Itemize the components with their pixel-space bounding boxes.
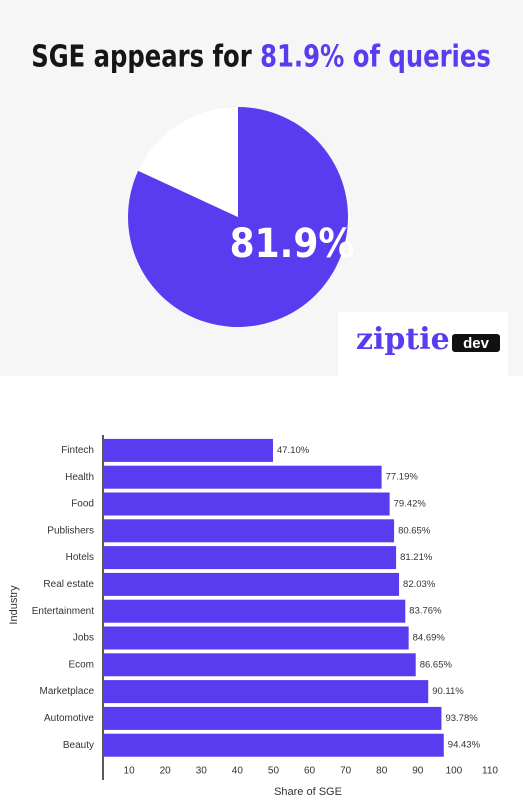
y-tick-label: Real estate [43, 579, 94, 590]
x-axis-label: Share of SGE [274, 786, 342, 798]
bar [103, 599, 406, 623]
bar [103, 492, 390, 516]
title-text: SGE appears for [31, 39, 252, 74]
value-label: 83.76% [409, 606, 442, 617]
value-label: 93.78% [445, 713, 478, 724]
y-axis-label: Industry [8, 585, 20, 625]
y-tick-label: Fintech [61, 445, 94, 456]
x-tick-label: 40 [232, 766, 244, 777]
y-tick-label: Ecom [68, 659, 94, 670]
x-tick-label: 90 [412, 766, 424, 777]
y-tick-label: Automotive [44, 713, 94, 724]
x-tick-label: 50 [268, 766, 280, 777]
value-label: 94.43% [448, 740, 481, 751]
y-tick-label: Publishers [47, 525, 94, 536]
bar [103, 438, 273, 462]
y-tick-label: Beauty [63, 740, 94, 751]
y-tick-label: Jobs [73, 633, 94, 644]
y-tick-label: Marketplace [40, 686, 95, 697]
bar [103, 680, 429, 704]
x-tick-label: 60 [304, 766, 316, 777]
value-label: 84.69% [413, 633, 446, 644]
bar [103, 653, 416, 677]
x-tick-label: 100 [446, 766, 463, 777]
value-label: 47.10% [277, 445, 310, 456]
x-tick-label: 70 [340, 766, 352, 777]
pie-slice [128, 107, 349, 328]
bar [103, 546, 397, 570]
value-label: 77.19% [386, 472, 419, 483]
bar [103, 706, 442, 730]
value-label: 79.42% [394, 499, 427, 510]
slice-label: 81.9% [230, 221, 355, 267]
bar [103, 572, 400, 596]
x-tick-label: 80 [376, 766, 388, 777]
logo-badge: dev [463, 335, 490, 352]
x-tick-label: 110 [482, 766, 498, 777]
value-label: 81.21% [400, 552, 433, 563]
x-tick-label: 20 [160, 766, 172, 777]
pie-slice [138, 107, 238, 217]
logo-name: ziptie [356, 322, 450, 357]
y-tick-label: Entertainment [32, 606, 94, 617]
value-label: 86.65% [420, 659, 453, 670]
value-label: 90.11% [432, 686, 464, 697]
y-tick-label: Food [71, 499, 94, 510]
chart-title: SGE appears for 81.9% of queries [31, 39, 491, 74]
bar [103, 465, 382, 489]
y-tick-label: Health [65, 472, 94, 483]
x-tick-label: 10 [124, 766, 136, 777]
value-label: 82.03% [403, 579, 436, 590]
y-tick-label: Hotels [66, 552, 94, 563]
x-tick-label: 30 [196, 766, 208, 777]
value-label: 80.65% [398, 525, 431, 536]
bar [103, 519, 395, 543]
title-emphasis: 81.9% of queries [260, 39, 491, 74]
logo-badge-bg [452, 334, 500, 352]
bar [103, 733, 444, 757]
bar [103, 626, 409, 650]
